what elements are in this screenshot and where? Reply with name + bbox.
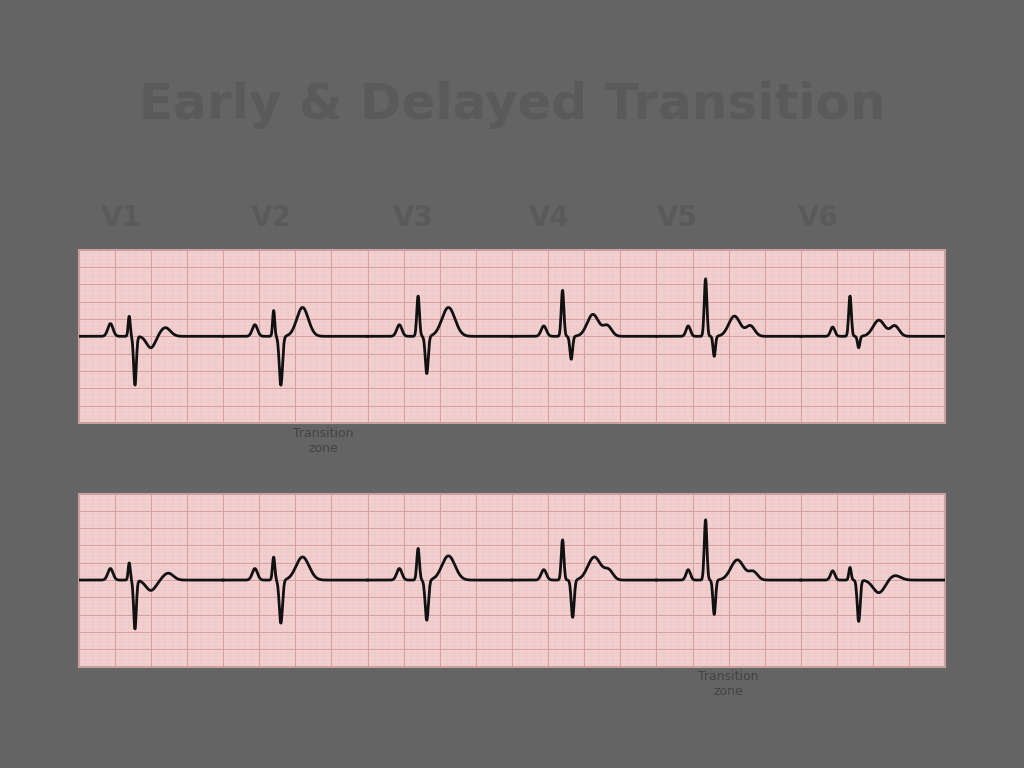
Text: Transition
zone: Transition zone	[293, 427, 354, 455]
Text: V2: V2	[251, 204, 292, 232]
Text: V3: V3	[392, 204, 433, 232]
Text: V4: V4	[529, 204, 570, 232]
Text: V1: V1	[100, 204, 141, 232]
Text: Transition
zone: Transition zone	[698, 670, 759, 698]
Text: V6: V6	[798, 204, 839, 232]
Text: V5: V5	[656, 204, 697, 232]
Text: Early & Delayed Transition: Early & Delayed Transition	[138, 81, 886, 129]
